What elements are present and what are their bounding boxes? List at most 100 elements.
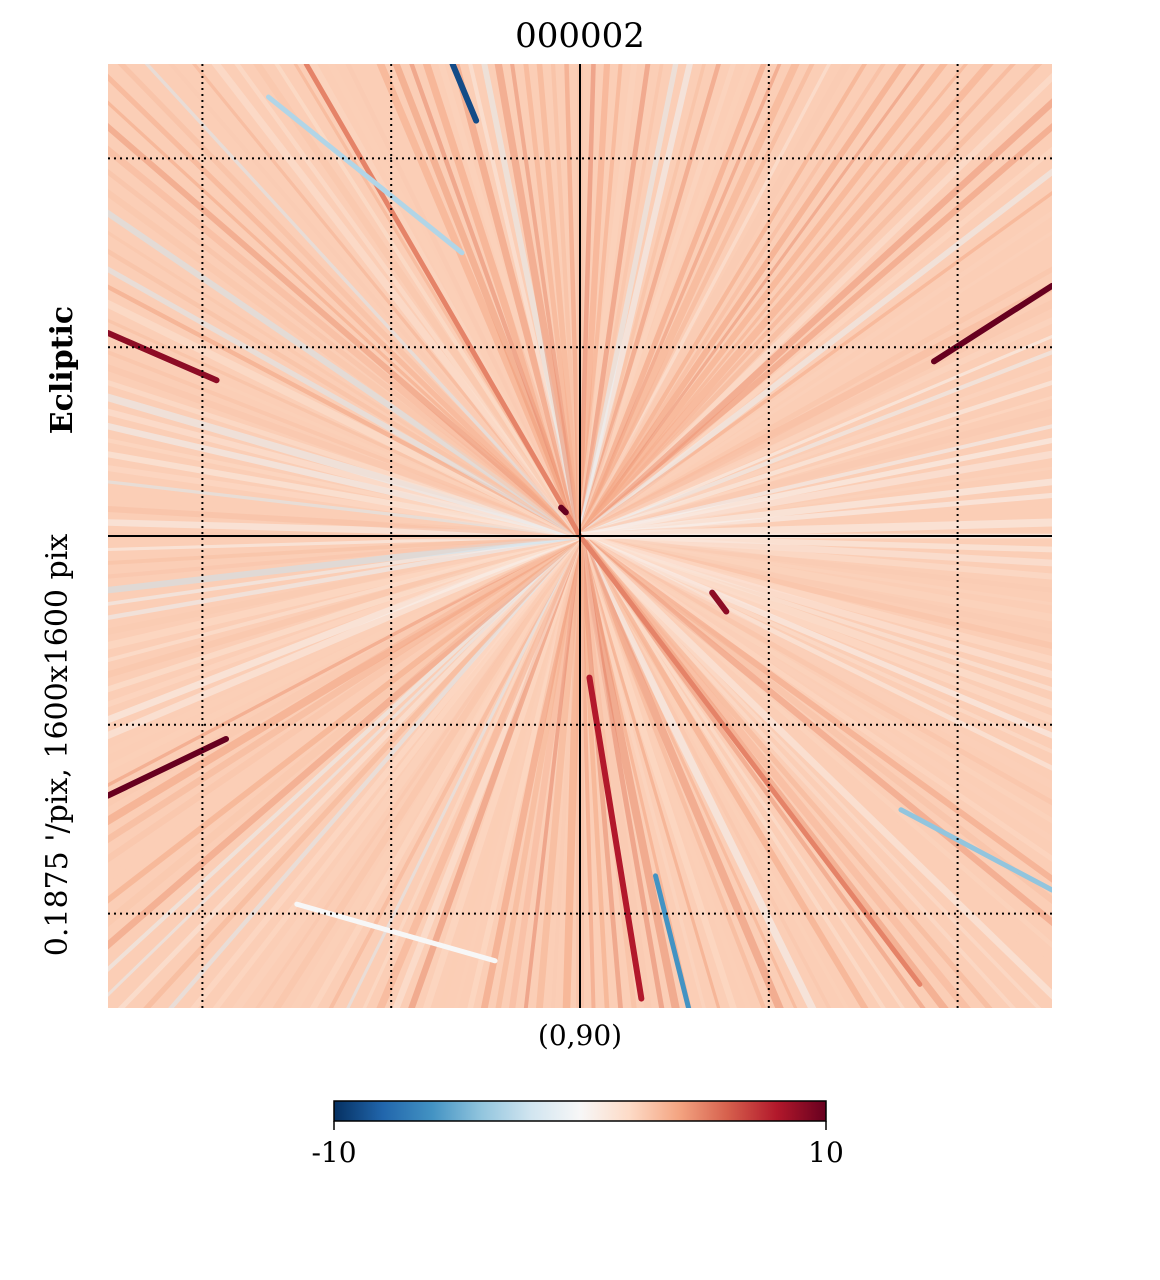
ray — [576, 534, 784, 1008]
ray — [578, 534, 1016, 1008]
ray — [108, 100, 582, 538]
ray — [108, 534, 581, 552]
ray — [108, 334, 581, 538]
ray — [579, 532, 1052, 622]
ray — [452, 64, 584, 537]
ray — [362, 535, 582, 1008]
ray — [577, 64, 651, 537]
ray — [577, 533, 1052, 1000]
ray — [577, 535, 752, 1008]
ray — [577, 64, 767, 537]
ray — [579, 534, 1052, 754]
ray — [274, 64, 582, 538]
streak — [898, 807, 1052, 893]
ray — [108, 532, 582, 756]
ray — [108, 534, 581, 565]
ray — [577, 534, 869, 1008]
ray — [480, 535, 584, 1008]
ray — [144, 64, 582, 538]
ray — [576, 64, 638, 537]
ray — [577, 64, 623, 537]
ray — [578, 533, 1052, 905]
ray — [578, 533, 1052, 824]
streak — [108, 735, 229, 799]
resolution-label: 0.1875 '/pix, 1600x1600 pix — [40, 534, 75, 957]
ray — [579, 478, 1052, 540]
ray — [376, 64, 584, 538]
ray — [108, 451, 581, 540]
frame-label: Ecliptic — [45, 306, 80, 434]
streak — [265, 94, 465, 256]
ray — [576, 534, 737, 1008]
ray — [108, 123, 582, 539]
ray — [577, 535, 610, 1008]
streak — [558, 504, 569, 516]
ray — [579, 380, 1052, 539]
ray — [576, 534, 817, 1008]
ray — [579, 533, 1052, 635]
ray — [576, 64, 800, 538]
streak — [577, 533, 923, 987]
ray — [577, 64, 596, 537]
ray — [453, 535, 583, 1008]
ray — [143, 534, 582, 1008]
ray — [108, 533, 581, 693]
ray — [579, 532, 1052, 567]
ray — [272, 534, 583, 1008]
ray — [578, 190, 1052, 538]
ray — [108, 534, 581, 606]
ray — [578, 534, 926, 1008]
ray — [117, 64, 582, 538]
ray — [578, 247, 1052, 539]
ray — [190, 534, 583, 1008]
streak — [108, 330, 220, 384]
ray — [579, 349, 1052, 538]
ray — [108, 209, 582, 539]
ray — [108, 379, 581, 539]
ray — [253, 64, 583, 538]
ray — [108, 532, 582, 724]
streak — [449, 64, 480, 124]
graticule — [108, 64, 1052, 1008]
ray — [577, 122, 1052, 539]
ray — [232, 533, 584, 1008]
ray — [576, 535, 652, 1008]
ray — [168, 64, 582, 538]
ray — [108, 532, 582, 808]
ray — [579, 334, 1052, 538]
ray — [577, 64, 907, 538]
ray — [579, 518, 1052, 540]
ray — [579, 533, 1052, 593]
ray — [578, 535, 706, 1008]
ray — [578, 532, 1052, 724]
ray — [536, 535, 584, 1008]
ray — [579, 450, 1052, 540]
ray — [108, 465, 581, 539]
ray — [579, 424, 1052, 538]
ray — [108, 533, 582, 772]
ray — [108, 364, 582, 540]
ray — [108, 534, 582, 997]
ray — [578, 532, 1052, 679]
ray — [108, 533, 582, 883]
ray — [108, 532, 581, 635]
ray — [578, 64, 664, 537]
ray — [578, 146, 1052, 539]
ray — [550, 64, 583, 537]
ray — [108, 492, 581, 540]
ray — [578, 299, 1052, 540]
ray — [578, 534, 849, 1008]
ray — [117, 534, 582, 1008]
ray — [578, 64, 886, 538]
chart-title: 000002 — [515, 16, 645, 56]
ray — [536, 64, 583, 537]
ray — [108, 248, 582, 538]
ray — [578, 533, 1052, 739]
ray — [578, 533, 1052, 806]
ray — [422, 64, 584, 538]
ray — [523, 535, 582, 1008]
ray — [108, 532, 581, 678]
ray — [108, 230, 581, 538]
ray — [577, 64, 737, 537]
